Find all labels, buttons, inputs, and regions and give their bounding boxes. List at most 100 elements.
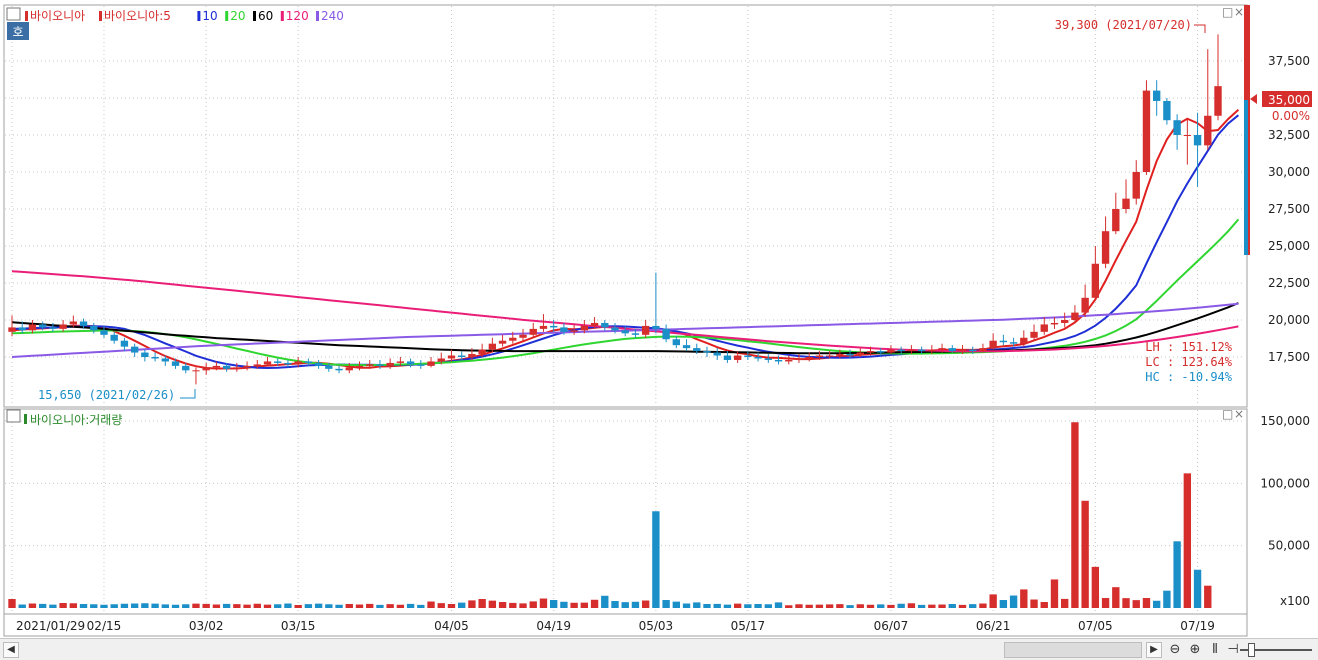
volume-bars xyxy=(8,422,1212,608)
high-annotation: 39,300 (2021/07/20) xyxy=(1055,18,1192,32)
volume-bar xyxy=(754,604,762,608)
scroll-thumb[interactable] xyxy=(1004,642,1142,658)
candle-body xyxy=(263,361,272,365)
date-tick-label: 2021/01/29 xyxy=(16,619,85,633)
candle-body xyxy=(192,370,200,372)
volume-bar xyxy=(69,603,78,608)
candle-body xyxy=(836,354,844,356)
volume-bar xyxy=(836,604,844,608)
volume-bar xyxy=(682,603,691,608)
candle-body xyxy=(151,357,159,359)
chart-scrollbar[interactable]: ◀ ▶ ⊖ ⊕ ⫴ ⊣ xyxy=(0,638,1318,660)
volume-bar xyxy=(641,600,650,608)
zoom-in-icon[interactable]: ⊕ xyxy=(1189,642,1201,657)
candle-body xyxy=(1122,198,1130,209)
scroll-left-button[interactable]: ◀ xyxy=(3,642,19,658)
volume-bar xyxy=(723,604,732,608)
volume-minimize-icon[interactable]: □ xyxy=(1222,407,1233,421)
candle-body xyxy=(335,368,343,371)
candle-body xyxy=(948,348,956,352)
volume-bar xyxy=(1173,541,1181,608)
candle-body xyxy=(846,354,854,356)
date-tick-label: 02/15 xyxy=(87,619,122,633)
volume-bar xyxy=(938,604,946,608)
candle-body xyxy=(928,349,936,352)
candle-body xyxy=(233,367,241,369)
candle-body xyxy=(1112,209,1120,232)
volume-bar xyxy=(825,604,834,608)
zoom-slider-knob[interactable] xyxy=(1248,643,1255,657)
candle-body xyxy=(897,349,905,352)
volume-bar xyxy=(18,604,26,608)
volume-bar xyxy=(887,604,895,608)
volume-bar xyxy=(1030,599,1038,608)
volume-bar xyxy=(427,601,435,608)
volume-bar xyxy=(1101,598,1110,608)
side-button[interactable] xyxy=(7,22,29,40)
price-tick-label: 20,000 xyxy=(1268,313,1310,327)
volume-menu-icon[interactable] xyxy=(6,409,21,423)
candle-body xyxy=(662,328,670,340)
candle-body xyxy=(887,349,895,353)
high-annotation-arrow xyxy=(1194,24,1206,33)
volume-bar xyxy=(49,604,57,608)
candle-body xyxy=(406,361,415,365)
candle-body xyxy=(18,327,26,331)
volume-bar xyxy=(795,604,803,608)
date-tick-label: 04/05 xyxy=(434,619,469,633)
candle-body xyxy=(917,349,926,352)
volume-bar xyxy=(907,603,916,608)
zoom-out-icon[interactable]: ⊖ xyxy=(1169,642,1181,657)
volume-bar xyxy=(447,604,456,608)
candle-body xyxy=(969,349,977,352)
zoom-slider[interactable] xyxy=(1240,649,1312,651)
volume-bar xyxy=(458,602,466,608)
volume-bar xyxy=(28,603,37,608)
candle-body xyxy=(509,337,517,341)
volume-close-icon[interactable]: × xyxy=(1234,407,1244,421)
candle-body xyxy=(1214,86,1222,116)
candle-body xyxy=(672,339,681,346)
volume-bar xyxy=(549,600,558,608)
legend-label: 120 xyxy=(286,9,309,23)
price-tick-label: 22,500 xyxy=(1268,276,1310,290)
volume-bar xyxy=(355,604,364,608)
volume-bar xyxy=(294,605,302,608)
price-tick-label: 25,000 xyxy=(1268,239,1310,253)
candle-body xyxy=(141,352,149,357)
volume-bar xyxy=(1020,589,1028,608)
price-close-icon[interactable]: × xyxy=(1234,5,1244,19)
candle-body xyxy=(1020,337,1028,344)
volume-bar xyxy=(519,603,527,608)
panel-menu-icon[interactable] xyxy=(6,7,21,21)
candle-body xyxy=(212,365,221,368)
side-button-label: 호 xyxy=(12,25,23,39)
volume-bar xyxy=(90,604,98,608)
bar-width-icon[interactable]: ⫴ xyxy=(1212,642,1218,657)
volume-bar xyxy=(662,600,670,608)
volume-bar xyxy=(948,604,956,608)
legend-label: 60 xyxy=(258,9,273,23)
candle-body xyxy=(764,358,772,360)
volume-bar xyxy=(815,604,824,608)
scroll-right-button[interactable]: ▶ xyxy=(1146,642,1162,658)
price-minimize-icon[interactable]: □ xyxy=(1222,5,1233,19)
volume-bar xyxy=(417,604,425,608)
volume-bar xyxy=(1122,598,1130,608)
date-tick-label: 05/03 xyxy=(639,619,674,633)
volume-bar xyxy=(120,603,129,608)
candle-body xyxy=(805,357,813,359)
candle-body xyxy=(825,355,834,357)
candle-body xyxy=(1204,115,1212,146)
volume-unit: x100 xyxy=(1280,594,1310,608)
candle-body xyxy=(1040,324,1048,332)
grid-lines xyxy=(5,6,1243,612)
stat-lh: LH : 151.12% xyxy=(1145,340,1232,354)
candle-body xyxy=(1050,322,1059,325)
date-tick-label: 07/05 xyxy=(1078,619,1113,633)
stock-chart[interactable]: 37,500 35,000 32,500 30,000 27,500 25,000 22,5… xyxy=(0,0,1318,638)
volume-bar xyxy=(1163,590,1171,608)
candle-body xyxy=(999,340,1008,343)
fit-icon[interactable]: ⊣ xyxy=(1227,642,1239,657)
price-panel-frame xyxy=(3,4,1248,408)
